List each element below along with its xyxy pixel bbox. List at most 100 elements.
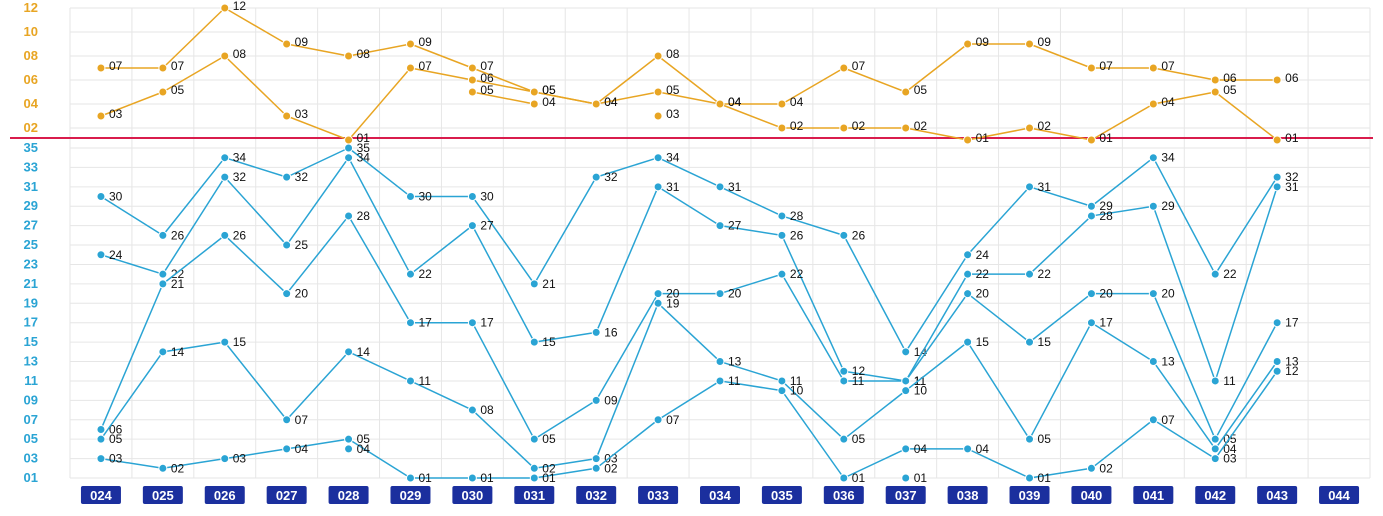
data-point	[1211, 435, 1219, 443]
data-point	[1026, 40, 1034, 48]
data-point-label: 16	[604, 325, 618, 339]
data-point-label: 20	[728, 287, 742, 301]
data-point-label: 02	[914, 119, 928, 133]
data-point-label: 24	[109, 248, 123, 262]
svg-text:043: 043	[1266, 488, 1288, 503]
data-point-label: 09	[604, 393, 618, 407]
x-axis-badge: 032	[576, 486, 616, 504]
data-point-label: 07	[1099, 59, 1113, 73]
data-point	[406, 193, 414, 201]
data-point	[654, 154, 662, 162]
data-point-label: 01	[976, 131, 990, 145]
data-point	[902, 124, 910, 132]
data-point	[345, 435, 353, 443]
data-point-label: 04	[914, 442, 928, 456]
data-point-label: 09	[295, 35, 309, 49]
data-point	[406, 64, 414, 72]
data-point	[1087, 464, 1095, 472]
data-point-label: 05	[480, 83, 494, 97]
data-point	[530, 464, 538, 472]
data-point-label: 12	[233, 0, 247, 13]
data-point	[345, 144, 353, 152]
data-point	[592, 173, 600, 181]
top-y-tick: 10	[24, 24, 38, 39]
data-point	[1087, 64, 1095, 72]
svg-text:038: 038	[957, 488, 979, 503]
data-point	[1273, 173, 1281, 181]
data-point	[1273, 76, 1281, 84]
data-point	[283, 40, 291, 48]
top-y-tick: 06	[24, 72, 38, 87]
data-point-label: 02	[1038, 119, 1052, 133]
data-point	[1211, 455, 1219, 463]
x-axis-badge: 024	[81, 486, 121, 504]
data-point-label: 03	[109, 107, 123, 121]
x-axis-badge: 044	[1319, 486, 1359, 504]
data-point	[1026, 338, 1034, 346]
data-point-label: 22	[1223, 267, 1237, 281]
data-point	[159, 64, 167, 72]
bottom-y-tick: 25	[24, 237, 38, 252]
bottom-y-tick: 33	[24, 159, 38, 174]
data-point	[406, 474, 414, 482]
bottom-y-tick: 15	[24, 334, 38, 349]
data-point	[1211, 270, 1219, 278]
data-point-label: 22	[976, 267, 990, 281]
data-point	[716, 222, 724, 230]
data-point-label: 03	[1223, 452, 1237, 466]
data-point-label: 17	[418, 316, 432, 330]
data-point	[964, 270, 972, 278]
data-point	[97, 251, 105, 259]
data-point-label: 31	[666, 180, 680, 194]
data-point	[902, 474, 910, 482]
data-point-label: 34	[233, 151, 247, 165]
data-point-label: 07	[171, 59, 185, 73]
data-point-label: 07	[109, 59, 123, 73]
data-point-label: 08	[233, 47, 247, 61]
data-point	[592, 100, 600, 108]
data-point	[283, 241, 291, 249]
svg-text:026: 026	[214, 488, 236, 503]
data-point	[406, 40, 414, 48]
data-point-label: 05	[542, 432, 556, 446]
data-point	[840, 231, 848, 239]
data-point-label: 01	[914, 471, 928, 485]
data-point	[1149, 100, 1157, 108]
data-point	[345, 212, 353, 220]
x-axis-badge: 028	[329, 486, 369, 504]
lottery-trend-chart: 0204060810120103050709111315171921232527…	[0, 0, 1383, 516]
data-point	[716, 358, 724, 366]
data-point-label: 20	[976, 287, 990, 301]
data-point	[468, 406, 476, 414]
data-point	[1087, 290, 1095, 298]
svg-text:029: 029	[400, 488, 422, 503]
bottom-y-tick: 09	[24, 392, 38, 407]
bottom-y-tick: 17	[24, 315, 38, 330]
data-point-label: 28	[357, 209, 371, 223]
data-point	[221, 173, 229, 181]
data-point	[468, 193, 476, 201]
data-point-label: 04	[542, 95, 556, 109]
data-point-label: 32	[604, 170, 618, 184]
data-point-label: 22	[1038, 267, 1052, 281]
data-point	[1087, 202, 1095, 210]
data-point-label: 05	[109, 432, 123, 446]
data-point	[902, 348, 910, 356]
data-point	[778, 231, 786, 239]
data-point-label: 30	[480, 190, 494, 204]
data-point	[1273, 367, 1281, 375]
data-point-label: 02	[1099, 461, 1113, 475]
bottom-y-tick: 11	[24, 373, 38, 388]
data-point	[716, 100, 724, 108]
data-point	[592, 328, 600, 336]
data-point	[654, 290, 662, 298]
data-point	[530, 474, 538, 482]
data-point-label: 26	[171, 228, 185, 242]
svg-text:034: 034	[709, 488, 731, 503]
data-point	[964, 338, 972, 346]
data-point	[902, 377, 910, 385]
data-point	[716, 290, 724, 298]
top-y-tick: 12	[24, 0, 38, 15]
data-point	[1087, 319, 1095, 327]
data-point	[159, 88, 167, 96]
